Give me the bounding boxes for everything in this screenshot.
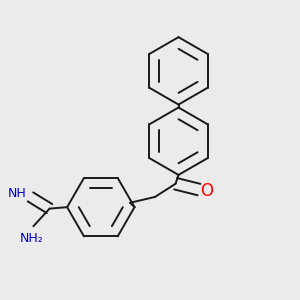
Text: NH: NH — [7, 188, 26, 200]
Text: NH₂: NH₂ — [20, 232, 44, 245]
Text: O: O — [200, 182, 213, 200]
